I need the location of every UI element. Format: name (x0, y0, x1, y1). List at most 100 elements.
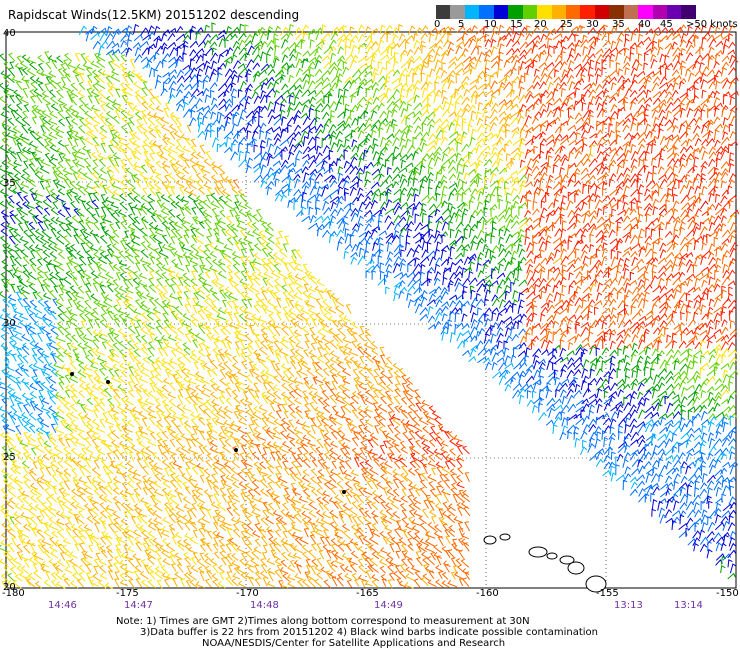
wind-barb (270, 270, 281, 279)
wind-barb (205, 325, 212, 335)
wind-barb (120, 220, 127, 230)
wind-barb (636, 62, 643, 71)
wind-barb (357, 574, 367, 582)
wind-barb (102, 299, 113, 308)
wind-barb (433, 117, 443, 126)
wind-barb (55, 581, 66, 589)
wind-barb (317, 290, 324, 300)
wind-barb (119, 201, 128, 211)
wind-barb (223, 419, 233, 427)
wind-barb (181, 472, 190, 482)
wind-barb (91, 418, 100, 427)
wind-barb (118, 340, 128, 350)
wind-barb (90, 347, 98, 357)
wind-barb (55, 334, 66, 343)
wind-barb (195, 172, 204, 183)
wind-barb (126, 303, 136, 314)
wind-barb (391, 413, 401, 421)
wind-barb (289, 340, 295, 350)
wind-barb (78, 376, 86, 384)
wind-barb (23, 195, 30, 204)
wind-barb (94, 180, 100, 189)
wind-barb (43, 219, 50, 230)
wind-barb (664, 90, 673, 99)
wind-barb (212, 485, 220, 496)
wind-barb (69, 580, 79, 589)
wind-barb (67, 298, 73, 308)
wind-barb (86, 419, 93, 428)
wind-barb (400, 446, 408, 454)
wind-barb (98, 329, 108, 337)
wind-barb (134, 111, 143, 120)
wind-barb (69, 285, 78, 294)
wind-barb (267, 320, 276, 329)
wind-barb (631, 27, 639, 34)
wind-barb (273, 263, 281, 272)
wind-barb (4, 151, 10, 161)
wind-barb (672, 124, 679, 133)
wind-barb (366, 480, 373, 490)
wind-barb (66, 516, 73, 525)
wind-barb (553, 45, 558, 54)
wind-barb (267, 465, 274, 475)
wind-barb (0, 432, 10, 441)
wind-barb (45, 186, 51, 196)
wind-barb (136, 319, 142, 328)
wind-barb (687, 72, 695, 82)
wind-barb (184, 256, 191, 265)
wind-barb (160, 208, 170, 216)
wind-barb (209, 439, 218, 448)
wind-barb (286, 495, 296, 504)
wind-barb (47, 362, 57, 371)
wind-barb (309, 444, 318, 454)
wind-barb (34, 244, 44, 251)
wind-barb (153, 503, 163, 512)
wind-barb (441, 580, 450, 588)
wind-barb (43, 207, 51, 216)
wind-barb (139, 257, 150, 265)
wind-barb (505, 103, 514, 110)
wind-barb (218, 406, 227, 414)
wind-barb (77, 168, 86, 176)
wind-barb (519, 60, 527, 71)
wind-barb (176, 425, 183, 435)
wind-barb (244, 24, 249, 35)
wind-barb (713, 61, 720, 69)
wind-barb (450, 90, 459, 98)
wind-barb (581, 121, 590, 131)
wind-barb (392, 478, 400, 489)
wind-barb (314, 529, 325, 538)
wind-barb (213, 270, 219, 281)
wind-barb (175, 58, 182, 69)
wind-barb (266, 508, 274, 517)
wind-barb (211, 47, 217, 56)
wind-barb (146, 307, 156, 315)
wind-barb (75, 515, 85, 525)
wind-barb (622, 95, 629, 105)
wind-barb (422, 411, 429, 419)
wind-barb (219, 544, 226, 554)
wind-barb (169, 292, 178, 300)
wind-barb (272, 426, 281, 435)
wind-barb (197, 566, 205, 574)
wind-barb (254, 40, 264, 48)
wind-barb (160, 88, 168, 97)
wind-barb (96, 74, 105, 84)
wind-barb (266, 222, 275, 231)
wind-barb (156, 187, 163, 195)
wind-barb (184, 137, 191, 146)
wind-barb (136, 558, 142, 567)
wind-barb (75, 356, 85, 364)
wind-barb (203, 39, 212, 49)
wind-barb (69, 187, 78, 195)
wind-barb (87, 544, 94, 553)
wind-barb (203, 306, 213, 315)
wind-barb (184, 486, 192, 495)
wind-barb (198, 467, 205, 475)
wind-barb (406, 34, 414, 42)
wind-barb (80, 416, 87, 427)
wind-barb (202, 249, 212, 260)
wind-barb (226, 237, 234, 246)
wind-barb (168, 467, 177, 475)
wind-barb (359, 447, 366, 456)
